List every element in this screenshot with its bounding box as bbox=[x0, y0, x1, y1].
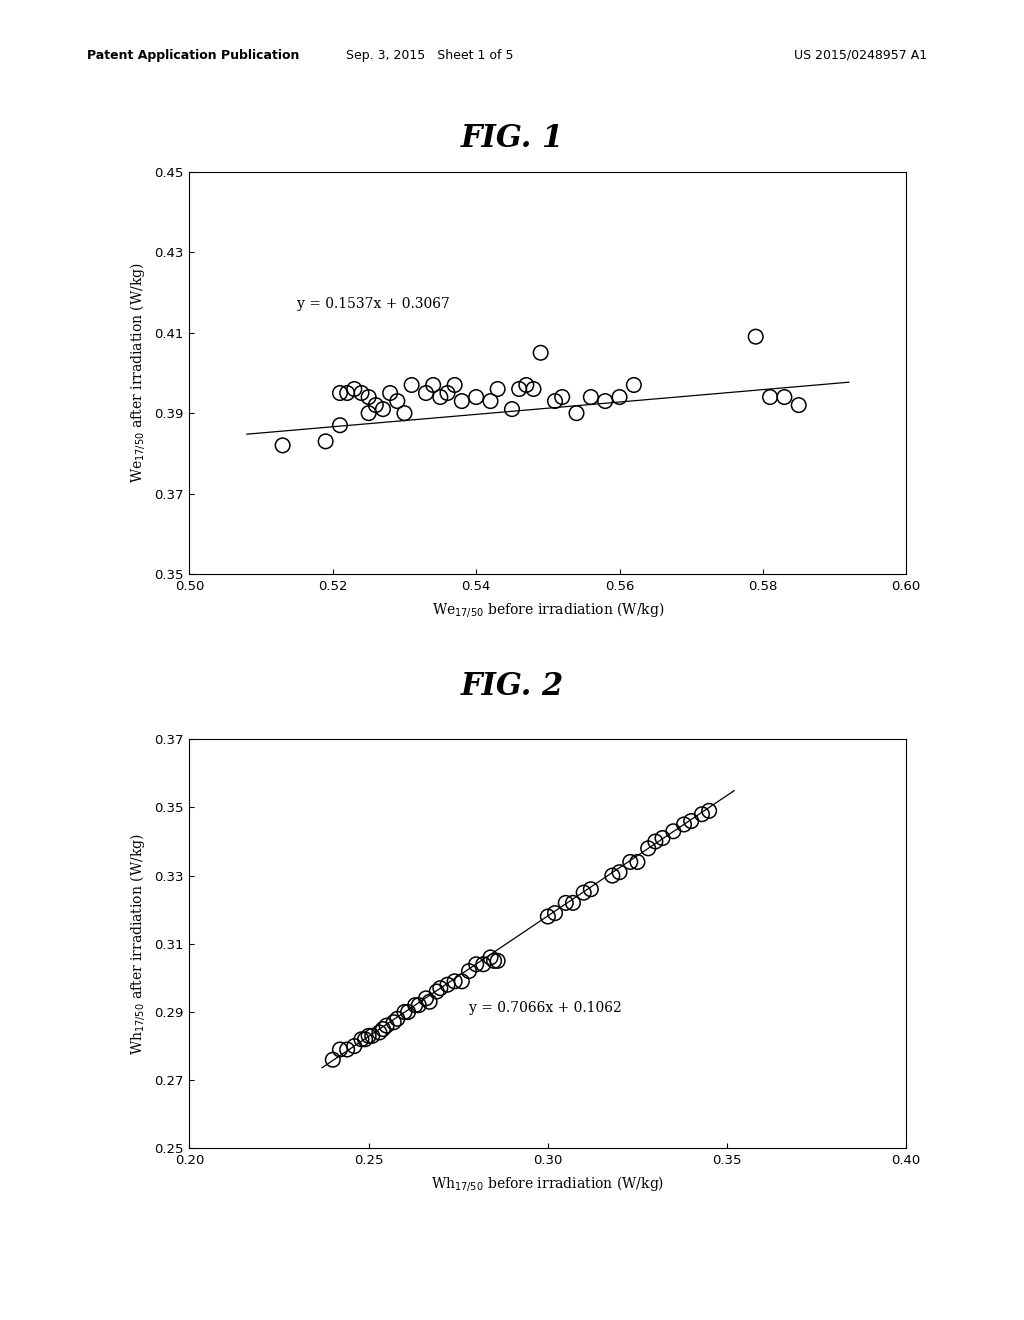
Point bbox=[353, 1028, 370, 1049]
Point bbox=[317, 430, 334, 451]
Text: FIG. 2: FIG. 2 bbox=[461, 671, 563, 702]
Point bbox=[346, 1035, 362, 1056]
Point bbox=[666, 821, 682, 842]
Point bbox=[446, 375, 463, 396]
Point bbox=[511, 379, 527, 400]
Text: Patent Application Publication: Patent Application Publication bbox=[87, 49, 299, 62]
Point bbox=[365, 1026, 381, 1047]
Point bbox=[568, 403, 585, 424]
Point bbox=[389, 1008, 406, 1030]
Point bbox=[408, 995, 424, 1016]
Point bbox=[504, 399, 520, 420]
Point bbox=[357, 1028, 374, 1049]
Point bbox=[439, 383, 456, 404]
Point bbox=[468, 953, 484, 974]
Point bbox=[360, 1026, 377, 1047]
Point bbox=[400, 1002, 417, 1023]
Point bbox=[557, 892, 573, 913]
Point bbox=[454, 391, 470, 412]
Point bbox=[475, 953, 492, 974]
X-axis label: We$_{17/50}$ before irradiation (W/kg): We$_{17/50}$ before irradiation (W/kg) bbox=[432, 599, 664, 619]
Point bbox=[554, 387, 570, 408]
Point bbox=[683, 810, 699, 832]
Point bbox=[389, 391, 406, 412]
Point bbox=[694, 804, 711, 825]
Point bbox=[360, 387, 377, 408]
Point bbox=[332, 383, 348, 404]
Point bbox=[439, 974, 456, 995]
Point bbox=[422, 991, 438, 1012]
Point bbox=[626, 375, 642, 396]
Point bbox=[565, 892, 582, 913]
Point bbox=[375, 399, 391, 420]
Point bbox=[325, 1049, 341, 1071]
Point bbox=[611, 387, 628, 408]
Point bbox=[353, 383, 370, 404]
Point bbox=[482, 946, 499, 968]
Text: Sep. 3, 2015   Sheet 1 of 5: Sep. 3, 2015 Sheet 1 of 5 bbox=[346, 49, 514, 62]
Point bbox=[403, 375, 420, 396]
Point bbox=[489, 379, 506, 400]
Point bbox=[486, 950, 503, 972]
Point bbox=[654, 828, 671, 849]
Point bbox=[776, 387, 793, 408]
Point bbox=[597, 391, 613, 412]
Point bbox=[461, 961, 477, 982]
X-axis label: Wh$_{17/50}$ before irradiation (W/kg): Wh$_{17/50}$ before irradiation (W/kg) bbox=[431, 1173, 665, 1193]
Point bbox=[339, 383, 355, 404]
Point bbox=[604, 865, 621, 886]
Point bbox=[339, 1039, 355, 1060]
Text: y = 0.1537x + 0.3067: y = 0.1537x + 0.3067 bbox=[297, 297, 450, 312]
Point bbox=[446, 970, 463, 991]
Point bbox=[629, 851, 646, 873]
Point bbox=[647, 832, 664, 853]
Point bbox=[346, 379, 362, 400]
Point bbox=[429, 981, 445, 1002]
Point bbox=[762, 387, 778, 408]
Point bbox=[418, 987, 434, 1008]
Point bbox=[368, 395, 384, 416]
Point bbox=[489, 950, 506, 972]
Point bbox=[274, 434, 291, 455]
Point bbox=[386, 1011, 402, 1032]
Point bbox=[532, 342, 549, 363]
Point bbox=[482, 391, 499, 412]
Point bbox=[701, 800, 718, 821]
Point bbox=[575, 882, 592, 903]
Point bbox=[332, 414, 348, 436]
Point bbox=[396, 403, 413, 424]
Point bbox=[360, 403, 377, 424]
Point bbox=[396, 1002, 413, 1023]
Point bbox=[640, 838, 656, 859]
Point bbox=[332, 1039, 348, 1060]
Point bbox=[547, 391, 563, 412]
Text: US 2015/0248957 A1: US 2015/0248957 A1 bbox=[794, 49, 927, 62]
Point bbox=[375, 1019, 391, 1040]
Text: y = 0.7066x + 0.1062: y = 0.7066x + 0.1062 bbox=[469, 1001, 622, 1015]
Y-axis label: Wh$_{17/50}$ after irradiation (W/kg): Wh$_{17/50}$ after irradiation (W/kg) bbox=[128, 833, 147, 1055]
Point bbox=[547, 903, 563, 924]
Point bbox=[432, 387, 449, 408]
Point bbox=[791, 395, 807, 416]
Point bbox=[372, 1022, 388, 1043]
Point bbox=[454, 970, 470, 991]
Point bbox=[418, 383, 434, 404]
Point bbox=[623, 851, 639, 873]
Point bbox=[382, 383, 398, 404]
Point bbox=[611, 862, 628, 883]
Point bbox=[518, 375, 535, 396]
Point bbox=[583, 879, 599, 900]
Y-axis label: We$_{17/50}$ after irradiation (W/kg): We$_{17/50}$ after irradiation (W/kg) bbox=[128, 263, 147, 483]
Point bbox=[676, 814, 692, 836]
Point bbox=[583, 387, 599, 408]
Point bbox=[748, 326, 764, 347]
Text: FIG. 1: FIG. 1 bbox=[461, 123, 563, 154]
Point bbox=[540, 906, 556, 927]
Point bbox=[468, 387, 484, 408]
Point bbox=[525, 379, 542, 400]
Point bbox=[379, 1015, 395, 1036]
Point bbox=[432, 978, 449, 999]
Point bbox=[425, 375, 441, 396]
Point bbox=[411, 995, 427, 1016]
